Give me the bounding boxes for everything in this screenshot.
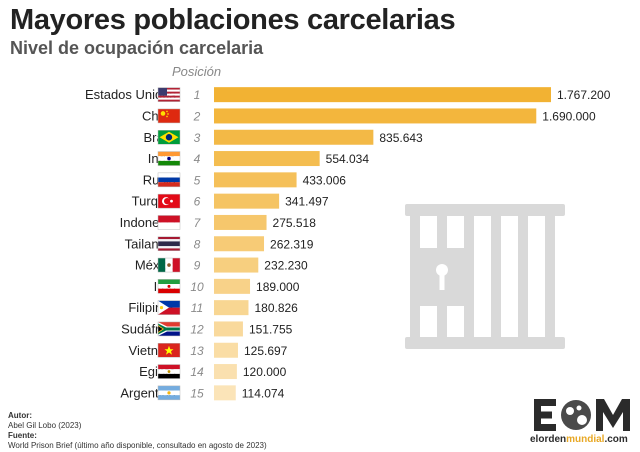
author-label: Autor: — [8, 411, 32, 420]
bar — [214, 236, 265, 252]
bar-row: Estados Unidos 1 1.767.200 — [85, 87, 611, 103]
argentina-flag-icon — [157, 385, 181, 401]
brazil-flag-icon — [157, 130, 181, 145]
india-flag-icon — [157, 151, 181, 166]
bar — [214, 214, 267, 230]
rank-label: 1 — [194, 88, 201, 102]
value-label: 433.006 — [303, 173, 347, 187]
value-label: 189.000 — [256, 280, 300, 294]
bar — [214, 172, 297, 188]
bar-row: Tailandia 8 262.319 — [125, 236, 314, 252]
value-label: 125.697 — [244, 344, 288, 358]
turkey-flag-icon — [157, 193, 181, 209]
china-flag-icon — [157, 108, 181, 124]
rank-label: 9 — [194, 259, 201, 273]
rank-label: 10 — [190, 280, 204, 294]
iran-flag-icon — [157, 279, 181, 294]
value-label: 114.074 — [242, 386, 285, 400]
rank-label: 6 — [194, 195, 201, 209]
mexico-flag-icon — [157, 257, 181, 273]
value-label: 120.000 — [243, 365, 287, 379]
chart-title: Mayores poblaciones carcelarias — [10, 4, 456, 36]
russia-flag-icon — [157, 172, 181, 188]
rank-label: 14 — [190, 365, 204, 379]
rank-label: 8 — [194, 237, 201, 251]
source-text: World Prison Brief (último año disponibl… — [8, 441, 267, 450]
chart-subtitle: Nivel de ocupación carcelaria — [10, 38, 264, 58]
prison-bars-icon — [405, 204, 565, 349]
thailand-flag-icon — [157, 236, 181, 251]
bar — [214, 257, 259, 273]
bar — [214, 108, 537, 124]
bar-row: Argentina 15 114.074 — [120, 385, 285, 401]
bar-row: Filipinas 11 180.826 — [128, 300, 298, 316]
bar — [214, 278, 251, 294]
source-label: Fuente: — [8, 431, 37, 440]
value-label: 232.230 — [264, 259, 308, 273]
bar-row: Egipto 14 120.000 — [139, 364, 287, 380]
bar — [214, 385, 236, 401]
eom-logo-icon — [534, 399, 630, 431]
bar-row: Brasil3835.643 — [143, 129, 423, 145]
rank-label: 12 — [190, 322, 204, 336]
rank-label: 11 — [191, 301, 203, 315]
value-label: 180.826 — [254, 301, 298, 315]
vietnam-flag-icon — [157, 343, 181, 358]
rank-label: 13 — [190, 344, 204, 358]
bar-row: India4554.034 — [148, 151, 370, 167]
bar — [214, 129, 374, 145]
south-africa-flag-icon — [157, 321, 181, 337]
bar-row: Turquía 6 341.497 — [132, 193, 329, 209]
bar-row: Rusia5433.006 — [143, 172, 347, 188]
site-url: elordenmundial.com — [530, 434, 628, 445]
bar-row: China21.690.000 — [142, 108, 596, 124]
egypt-flag-icon — [157, 364, 181, 379]
rank-label: 4 — [194, 152, 201, 166]
value-label: 275.518 — [273, 216, 317, 230]
author-name: Abel Gil Lobo (2023) — [8, 421, 82, 430]
value-label: 262.319 — [270, 237, 314, 251]
bar — [214, 193, 280, 209]
position-column-header: Posición — [172, 64, 222, 79]
rank-label: 7 — [194, 216, 202, 230]
value-label: 151.755 — [249, 322, 293, 336]
bar-row: Indonesia 7 275.518 — [120, 214, 317, 230]
rank-label: 3 — [194, 131, 201, 145]
value-label: 1.767.200 — [557, 88, 611, 102]
bar — [214, 300, 249, 316]
bar — [214, 342, 238, 358]
usa-flag-icon — [157, 87, 181, 102]
bar — [214, 151, 320, 167]
country-label: Estados Unidos — [85, 87, 177, 102]
indonesia-flag-icon — [157, 215, 181, 230]
value-label: 341.497 — [285, 195, 329, 209]
philippines-flag-icon — [157, 300, 181, 315]
bar — [214, 87, 551, 103]
rank-label: 15 — [190, 386, 204, 400]
bar-row: México 9 232.230 — [135, 257, 308, 273]
bar-row: Sudáfrica 12 151.755 — [121, 321, 293, 337]
rank-label: 5 — [194, 173, 201, 187]
value-label: 554.034 — [326, 152, 370, 166]
bar-row: Vietnam 13 125.697 — [129, 342, 288, 358]
value-label: 1.690.000 — [542, 109, 596, 123]
bar-row: Irán10189.000 — [154, 278, 300, 294]
value-label: 835.643 — [379, 131, 423, 145]
rank-label: 2 — [193, 109, 201, 123]
bar — [214, 321, 243, 337]
bar — [214, 364, 237, 380]
